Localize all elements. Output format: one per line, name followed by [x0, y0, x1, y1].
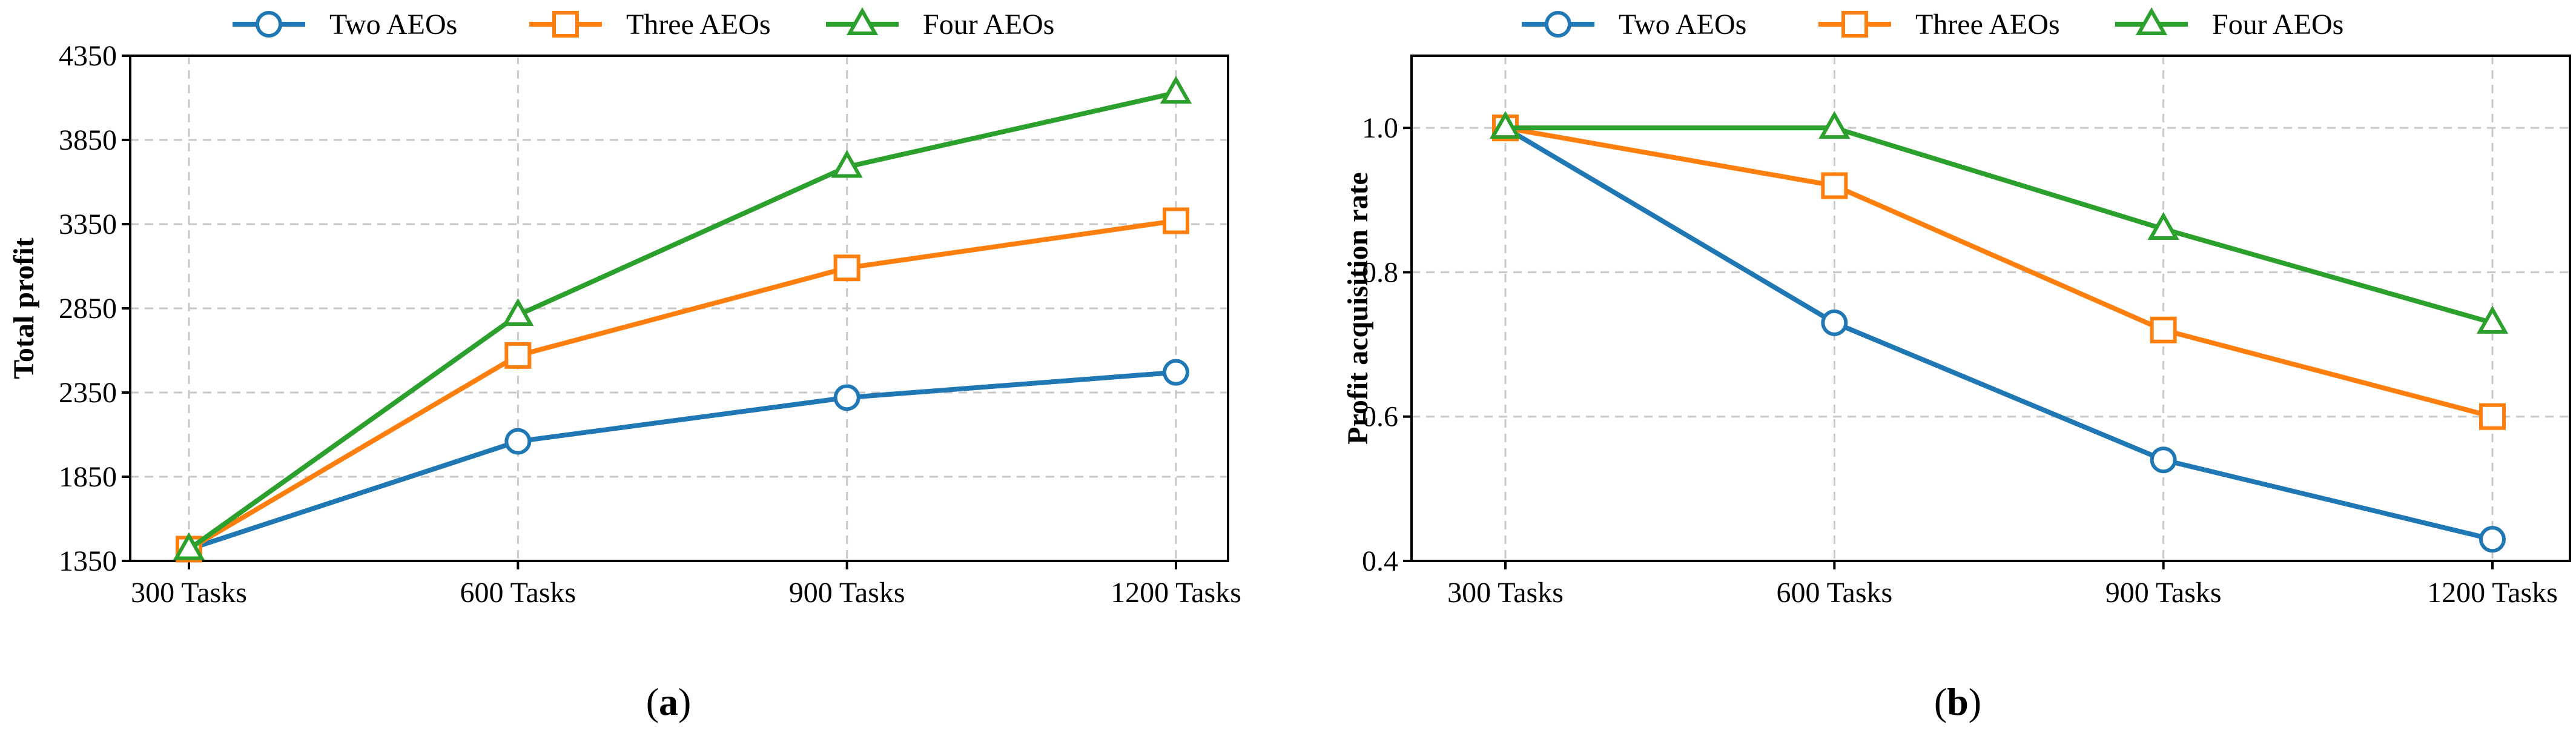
panel-a-series-two-aeos — [176, 359, 1189, 563]
panel-b-legend-marker-triangle-icon — [2135, 7, 2168, 35]
panel-b-y-tick-label: 0.8 — [1362, 256, 1398, 288]
panel-b-series-two-aeos — [1492, 114, 2506, 553]
panel-a-legend-item-three-aeos: Three AEOs — [529, 8, 771, 41]
panel-b-legend-marker-circle-icon — [1545, 11, 1571, 38]
panel-b-point-four-aeos-600-tasks — [1818, 111, 1851, 139]
panel-a-point-two-aeos-900-tasks — [833, 384, 860, 411]
panel-a-point-four-aeos-1200-tasks — [1160, 76, 1192, 104]
panel-a-legend-item-four-aeos: Four AEOs — [826, 7, 1054, 41]
panel-a-point-three-aeos-1200-tasks — [1163, 207, 1189, 234]
panel-a-series — [173, 76, 1192, 563]
panel-a-x-tick-label: 600 Tasks — [460, 577, 576, 609]
panel-b-series-four-aeos — [1489, 111, 2509, 334]
panel-a-point-four-aeos-900-tasks — [831, 150, 863, 178]
panel-b-point-four-aeos-300-tasks — [1489, 111, 1522, 139]
panel-a-legend: Two AEOs Three AEOs Four AEOs — [233, 7, 1054, 41]
panel-a-y-tick-label: 3350 — [59, 208, 117, 240]
panel-b-x-tick-label: 600 Tasks — [1776, 577, 1892, 609]
panel-b-legend-label: Two AEOs — [1619, 8, 1746, 41]
panel-b-series — [1489, 111, 2509, 553]
panel-b-y-ticks: 0.4 0.6 0.8 1.0 — [1362, 112, 1412, 577]
panel-b-point-two-aeos-900-tasks — [2150, 446, 2177, 474]
panel-b-point-three-aeos-900-tasks — [2150, 316, 2177, 343]
panel-b-x-ticks: 300 Tasks 600 Tasks 900 Tasks 1200 Tasks — [1447, 561, 2558, 609]
panel-b-point-three-aeos-1200-tasks — [2479, 403, 2506, 430]
panel-a-legend-marker-circle-icon — [256, 11, 282, 38]
panel-a-point-three-aeos-600-tasks — [504, 342, 532, 369]
panel-b-caption-letter: b — [1947, 680, 1969, 723]
panel-a-line-four-aeos — [187, 90, 1177, 551]
panel-a-line-two-aeos — [188, 370, 1177, 552]
panel-b-legend-item-four-aeos: Four AEOs — [2115, 7, 2343, 41]
panel-b-point-four-aeos-900-tasks — [2147, 211, 2179, 240]
panel-a-legend-item-two-aeos: Two AEOs — [233, 8, 457, 41]
panel-a-y-tick-label: 2850 — [59, 293, 117, 325]
panel-a-legend-label: Three AEOs — [626, 8, 771, 41]
panel-b-point-two-aeos-1200-tasks — [2479, 526, 2506, 553]
panel-a-point-four-aeos-600-tasks — [502, 298, 534, 327]
panel-a-y-tick-label: 2350 — [59, 377, 117, 409]
panel-b-line-four-aeos — [1505, 125, 2494, 325]
panel-a-x-tick-label: 900 Tasks — [789, 577, 905, 609]
panel-a-legend-marker-triangle-icon — [846, 7, 879, 35]
panel-a-point-four-aeos-300-tasks — [173, 532, 205, 560]
panel-a-legend-marker-square-icon — [552, 11, 579, 38]
panel-b-legend-marker-square-icon — [1841, 11, 1868, 38]
panel-a-point-three-aeos-900-tasks — [833, 254, 860, 282]
panel-a-series-four-aeos — [173, 76, 1192, 560]
panel-a-series-three-aeos — [176, 207, 1189, 563]
panel-a-y-tick-label: 1350 — [59, 545, 117, 577]
panel-a-y-tick-label: 1850 — [59, 461, 117, 493]
panel-b-line-three-aeos — [1505, 125, 2494, 419]
panel-b-legend: Two AEOs Three AEOs Four AEOs — [1522, 7, 2343, 41]
panel-a-legend-label: Two AEOs — [329, 8, 457, 41]
panel-b-y-tick-label: 0.4 — [1362, 545, 1398, 577]
panel-b-profit-acquisition-rate: 0.4 0.6 0.8 1.0 300 Tasks 600 Tasks 900 Tasks… — [1342, 7, 2571, 723]
panel-a-y-tick-label: 3850 — [59, 124, 117, 156]
panel-b-y-tick-label: 1.0 — [1362, 112, 1398, 144]
panel-b-y-axis-title: Profit acquisition rate — [1342, 172, 1374, 445]
panel-a-x-ticks: 300 Tasks 600 Tasks 900 Tasks 1200 Tasks — [131, 561, 1241, 609]
panel-a-total-profit: 1350 1850 2350 2850 3350 3850 4350 300 Tasks 60… — [8, 7, 1241, 723]
panel-b-legend-label: Three AEOs — [1915, 8, 2060, 41]
panel-b-plot-frame — [1410, 55, 2571, 562]
panel-a-x-tick-label: 300 Tasks — [131, 577, 247, 609]
panel-b-point-two-aeos-600-tasks — [1821, 309, 1848, 336]
panel-a-y-tick-label: 4350 — [59, 40, 117, 72]
panel-b-legend-item-three-aeos: Three AEOs — [1818, 8, 2060, 41]
panel-b-legend-label: Four AEOs — [2212, 8, 2343, 41]
panel-b-legend-item-two-aeos: Two AEOs — [1522, 8, 1746, 41]
panel-b-line-two-aeos — [1504, 125, 2493, 542]
panel-a-caption: (a) — [646, 680, 692, 723]
panel-a-y-ticks: 1350 1850 2350 2850 3350 3850 4350 — [59, 40, 130, 577]
panel-b-y-tick-label: 0.6 — [1362, 401, 1398, 433]
panel-b-x-tick-label: 300 Tasks — [1447, 577, 1564, 609]
panel-a-point-two-aeos-600-tasks — [504, 428, 532, 455]
panel-b-grid — [1412, 56, 2570, 561]
panel-a-line-three-aeos — [187, 218, 1177, 551]
panel-b-point-three-aeos-600-tasks — [1821, 172, 1848, 199]
panel-b-caption: (b) — [1934, 680, 1981, 723]
panel-b-point-four-aeos-1200-tasks — [2476, 305, 2509, 334]
panel-b-x-tick-label: 900 Tasks — [2105, 577, 2222, 609]
panel-a-x-tick-label: 1200 Tasks — [1111, 577, 1241, 609]
panel-a-point-two-aeos-1200-tasks — [1163, 359, 1189, 386]
panel-a-legend-label: Four AEOs — [923, 8, 1054, 41]
panel-b-x-tick-label: 1200 Tasks — [2427, 577, 2558, 609]
panel-a-caption-letter: a — [659, 680, 678, 723]
panel-a-y-axis-title: Total profit — [8, 237, 40, 379]
